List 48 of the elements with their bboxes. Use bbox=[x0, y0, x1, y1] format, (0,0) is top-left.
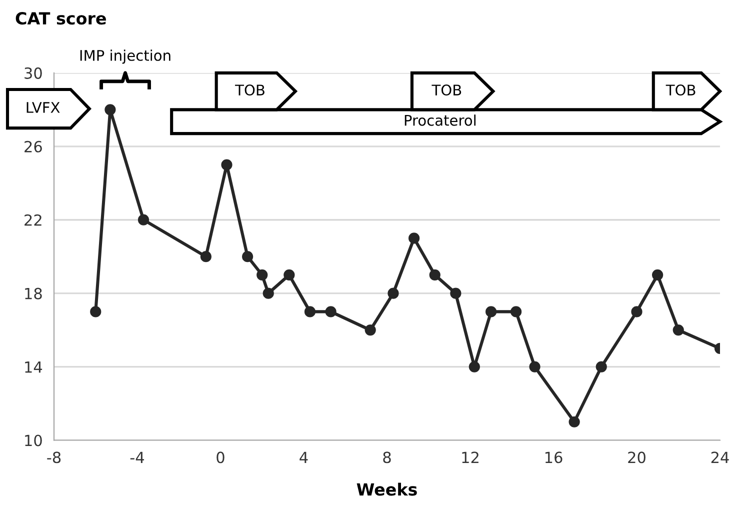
x-axis-title: Weeks bbox=[356, 482, 417, 496]
point bbox=[304, 306, 316, 318]
band-label: Procaterol bbox=[404, 114, 476, 126]
x-tick-label: 16 bbox=[545, 452, 562, 464]
x-tick-label: -8 bbox=[47, 452, 61, 464]
point bbox=[529, 361, 540, 372]
point bbox=[325, 306, 336, 318]
band-label: LVFX bbox=[26, 102, 60, 113]
point bbox=[408, 232, 420, 244]
point bbox=[510, 306, 522, 318]
point bbox=[672, 324, 684, 336]
x-tick-label: 12 bbox=[462, 452, 478, 463]
point bbox=[262, 288, 274, 299]
point bbox=[568, 416, 580, 428]
point bbox=[388, 288, 399, 299]
y-tick-label: 30 bbox=[24, 67, 42, 79]
point bbox=[486, 306, 497, 318]
point bbox=[104, 104, 116, 116]
y-tick-label: 18 bbox=[25, 288, 42, 300]
point bbox=[138, 214, 150, 226]
point bbox=[596, 361, 607, 372]
x-tick-label: 0 bbox=[216, 452, 224, 464]
point bbox=[90, 306, 102, 318]
point bbox=[652, 269, 664, 281]
point bbox=[429, 269, 440, 281]
point bbox=[364, 324, 376, 336]
point bbox=[450, 288, 462, 299]
y-tick-label: 10 bbox=[25, 434, 42, 446]
x-tick-label: 20 bbox=[628, 452, 646, 464]
point bbox=[631, 306, 642, 318]
point bbox=[284, 269, 295, 281]
x-tick-label: 4 bbox=[300, 452, 308, 463]
band-label: TOB bbox=[666, 84, 696, 96]
point bbox=[200, 251, 212, 262]
text: IMP injection bbox=[80, 50, 170, 64]
x-tick-label: 8 bbox=[383, 452, 391, 464]
band-label: TOB bbox=[235, 84, 264, 96]
y-tick-label: 26 bbox=[24, 140, 42, 152]
x-tick-label: 24 bbox=[711, 452, 729, 463]
y-tick-label: 14 bbox=[25, 361, 42, 373]
point bbox=[468, 361, 480, 372]
x-tick-label: -4 bbox=[130, 452, 144, 463]
y-tick-label: 22 bbox=[24, 214, 42, 226]
point bbox=[242, 251, 254, 262]
y-axis-title: CAT score bbox=[16, 12, 106, 25]
band-label: TOB bbox=[432, 84, 462, 96]
point bbox=[256, 269, 268, 281]
point bbox=[221, 159, 232, 170]
